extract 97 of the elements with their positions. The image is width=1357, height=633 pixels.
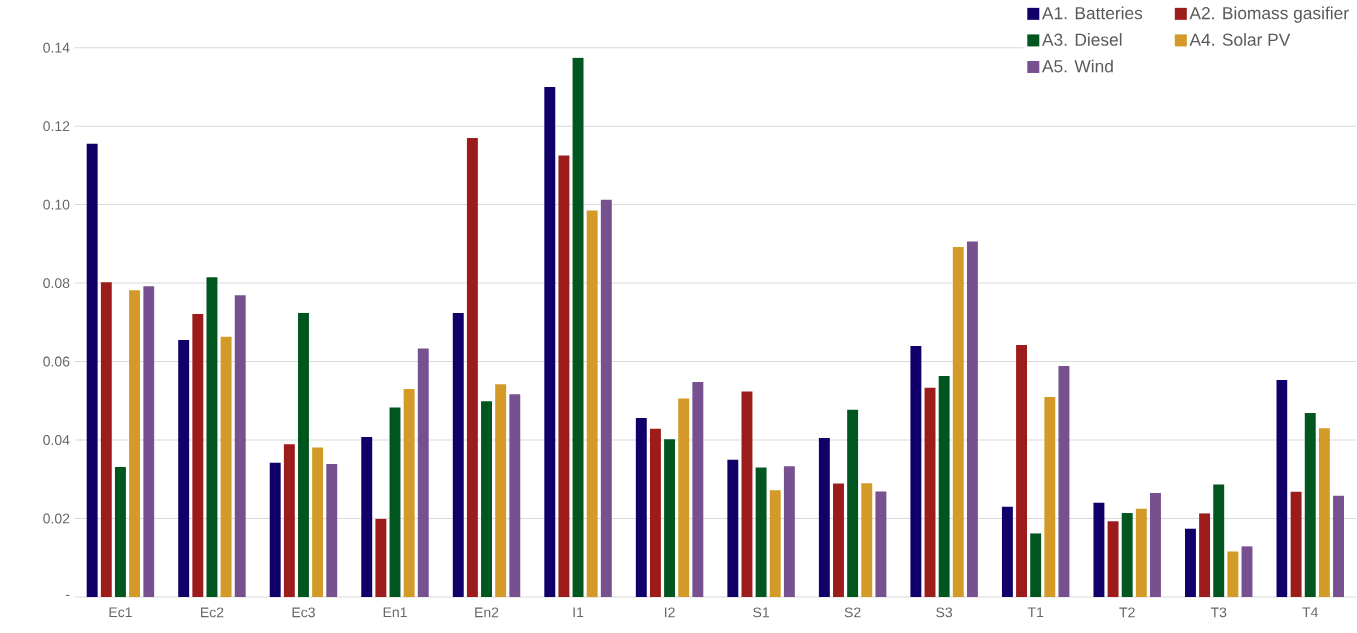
x-tick-label: S2 xyxy=(844,607,861,618)
bar xyxy=(452,312,464,597)
legend-label: A3. Diesel xyxy=(1042,33,1122,46)
bar xyxy=(635,418,647,597)
bar xyxy=(572,57,584,597)
bar xyxy=(1227,551,1239,597)
x-tick-label: En1 xyxy=(383,607,407,618)
legend-label: A4. Solar PV xyxy=(1189,33,1291,46)
bar xyxy=(769,490,781,597)
bar xyxy=(403,389,415,597)
bar xyxy=(312,447,324,597)
x-tick-label: T3 xyxy=(1210,607,1227,618)
bar xyxy=(1199,513,1211,597)
bar xyxy=(586,210,598,597)
bar xyxy=(1150,493,1161,597)
bar xyxy=(1304,412,1316,597)
bar xyxy=(1290,491,1302,597)
bar xyxy=(234,295,246,597)
x-tick-label: I2 xyxy=(665,607,675,618)
x-tick-label: S1 xyxy=(753,607,769,618)
bar xyxy=(1093,502,1105,597)
bar xyxy=(600,199,612,597)
bar xyxy=(1213,484,1225,597)
y-tick-label: 0.04 xyxy=(43,435,70,446)
bar xyxy=(1058,365,1070,597)
bar xyxy=(389,407,401,597)
y-tick-label: 0.06 xyxy=(43,356,70,367)
x-tick-label: Ec3 xyxy=(292,607,315,618)
y-tick-label: 0.12 xyxy=(43,121,70,132)
bar xyxy=(818,438,830,597)
bar xyxy=(727,459,739,597)
bar xyxy=(678,398,690,597)
x-tick-label: T4 xyxy=(1302,607,1318,618)
bar xyxy=(375,518,387,597)
bar xyxy=(114,467,126,597)
bar xyxy=(1135,508,1147,597)
bar xyxy=(466,137,478,597)
bar xyxy=(649,428,661,597)
legend-label: A1. Batteries xyxy=(1042,6,1143,20)
bar xyxy=(741,391,753,597)
bar xyxy=(283,444,295,597)
y-tick-label: 0.02 xyxy=(43,513,70,524)
bar xyxy=(544,86,556,597)
bar xyxy=(495,384,507,597)
y-tick-label: 0.10 xyxy=(43,199,70,210)
bar xyxy=(1318,428,1330,597)
bar xyxy=(924,387,936,597)
bar xyxy=(1276,380,1288,597)
bar xyxy=(833,483,844,597)
x-tick-label: T2 xyxy=(1119,607,1135,618)
bar xyxy=(783,466,795,597)
bar xyxy=(361,436,373,597)
bar xyxy=(1107,521,1119,597)
bar xyxy=(298,312,309,597)
y-tick-label: 0.08 xyxy=(43,278,70,289)
bar xyxy=(1184,528,1196,597)
bar xyxy=(1121,513,1133,597)
bar xyxy=(481,401,492,597)
bar xyxy=(269,462,281,597)
legend-label: A2. Biomass gasifier xyxy=(1189,6,1349,23)
bar xyxy=(1030,533,1042,597)
bar xyxy=(755,467,767,597)
bar xyxy=(875,491,887,597)
x-tick-label: En2 xyxy=(475,607,499,618)
legend-label: A5. Wind xyxy=(1042,59,1113,73)
x-tick-label: Ec2 xyxy=(201,607,224,618)
bar xyxy=(558,155,570,597)
bar xyxy=(1016,345,1027,597)
bar xyxy=(1044,396,1056,597)
bar xyxy=(206,277,218,597)
x-tick-label: S3 xyxy=(936,607,953,618)
bar xyxy=(910,345,922,597)
x-tick-label: Ec1 xyxy=(109,607,132,618)
bar xyxy=(664,439,676,597)
bar xyxy=(1001,506,1013,597)
bar xyxy=(220,336,232,597)
x-tick-label: I1 xyxy=(573,607,584,618)
y-tick-label: 0.14 xyxy=(43,42,70,53)
bar xyxy=(938,376,950,597)
bar xyxy=(952,246,964,597)
bar xyxy=(192,314,204,597)
bar xyxy=(847,409,859,597)
bar xyxy=(129,290,141,597)
y-tick-label: - xyxy=(65,594,70,596)
x-tick-label: T1 xyxy=(1027,607,1044,618)
bar xyxy=(178,339,190,597)
bar xyxy=(326,463,338,597)
bar xyxy=(509,394,521,597)
bar xyxy=(1241,546,1253,597)
bar xyxy=(143,286,155,597)
bar xyxy=(86,143,98,597)
bar xyxy=(966,241,978,597)
bar xyxy=(861,483,873,597)
bar xyxy=(100,282,112,597)
bar xyxy=(417,348,429,597)
bar xyxy=(1333,495,1344,597)
bar xyxy=(692,381,704,597)
